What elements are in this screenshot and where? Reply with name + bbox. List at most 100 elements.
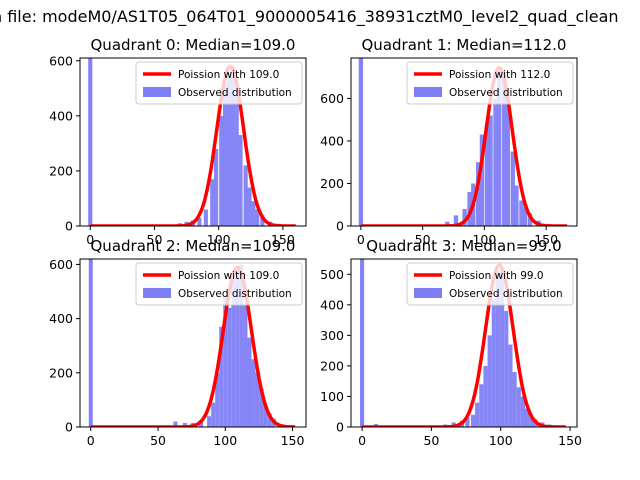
histogram-bar	[251, 201, 256, 226]
legend: Poission with 99.0 Observed distribution	[406, 262, 574, 306]
histogram-bar	[467, 191, 472, 226]
histogram-bar	[203, 209, 208, 226]
legend: Poission with 109.0 Observed distribution	[135, 61, 303, 105]
legend-bar-swatch	[414, 288, 442, 298]
legend-box	[406, 61, 574, 105]
histogram-bar	[251, 359, 256, 427]
y-tick-label: 0	[336, 219, 344, 234]
histogram-bar	[255, 372, 260, 427]
histogram-bar	[514, 185, 519, 226]
legend-label: Poission with 99.0	[449, 270, 544, 282]
histogram-bar	[510, 151, 515, 226]
x-tick-label: 150	[281, 433, 305, 448]
legend-bar-swatch	[143, 87, 171, 97]
x-tick-label: 100	[213, 433, 237, 448]
histogram-bar	[520, 396, 526, 427]
poisson-curve	[361, 263, 567, 427]
x-tick-label: 0	[86, 232, 94, 247]
histogram-bar	[527, 213, 533, 226]
y-tick-label: 200	[49, 163, 73, 178]
y-tick-label: 500	[320, 267, 344, 282]
histogram-bar	[470, 414, 476, 427]
x-tick-label: 0	[358, 433, 366, 448]
plot-area	[88, 58, 297, 226]
y-tick-label: 400	[49, 108, 73, 123]
legend-bar-swatch	[414, 87, 442, 97]
chart-panel-0: 0 50 100 150 0 200 400 600 Quadrant 0: Median=10…	[49, 36, 307, 247]
histogram-bar	[223, 296, 228, 427]
legend-label: Observed distribution	[178, 87, 292, 99]
axes-frame	[350, 258, 578, 428]
axes-frame	[79, 258, 307, 428]
histogram-bar	[260, 214, 265, 226]
x-tick-label: 100	[472, 232, 496, 247]
x-tick-label: 50	[415, 232, 431, 247]
histogram-bar	[197, 217, 202, 226]
chart-title: Quadrant 0: Median=109.0	[91, 36, 296, 54]
plot-area	[360, 259, 567, 427]
histogram-bar	[493, 98, 498, 226]
histogram-bar	[238, 135, 243, 226]
histogram-bar	[247, 187, 252, 226]
plot-area	[358, 58, 568, 226]
histogram-bar	[214, 148, 219, 226]
histogram-bar	[239, 264, 244, 427]
histogram-bar	[462, 208, 467, 226]
chart-title: Quadrant 3: Median=99.0	[366, 237, 561, 255]
poisson-curve	[360, 65, 568, 226]
histogram-bar	[267, 413, 272, 427]
y-tick-label: 600	[320, 91, 344, 106]
chart-title: Quadrant 1: Median=112.0	[362, 36, 567, 54]
histogram-bar	[453, 215, 459, 226]
x-tick-label: 50	[150, 433, 166, 448]
histogram-bar	[243, 305, 248, 427]
x-tick-label: 50	[423, 433, 439, 448]
x-tick-label: 150	[558, 433, 582, 448]
poisson-curve	[90, 265, 296, 427]
histogram-bar	[487, 335, 492, 427]
y-tick-label: 400	[320, 297, 344, 312]
histogram-bar	[508, 344, 513, 427]
histogram-bar	[519, 200, 524, 226]
histogram-bar	[247, 337, 252, 427]
x-tick-label: 0	[357, 232, 365, 247]
y-tick-label: 0	[65, 420, 73, 435]
histogram-bar	[476, 162, 481, 226]
histogram-bar	[207, 416, 212, 427]
y-tick-label: 200	[320, 176, 344, 191]
histogram-bar	[211, 402, 216, 427]
histogram-bar	[500, 268, 505, 427]
y-tick-label: 200	[49, 365, 73, 380]
histogram-bar	[475, 402, 480, 427]
figure-title: n file: modeM0/AS1T05_064T01_9000005416_…	[0, 0, 640, 30]
y-tick-label: 600	[49, 257, 73, 272]
histogram-bar	[465, 417, 470, 427]
legend-label: Poission with 109.0	[178, 69, 279, 81]
histogram-bar	[525, 408, 530, 427]
legend-box	[135, 262, 303, 306]
histogram-bar	[504, 310, 509, 427]
histogram-bar	[505, 100, 511, 226]
histogram-bar	[495, 271, 501, 427]
histogram-bar	[491, 298, 496, 427]
histogram-bar	[182, 422, 187, 427]
x-tick-label: 150	[271, 232, 295, 247]
legend-label: Observed distribution	[178, 288, 292, 300]
histogram-bar	[479, 384, 484, 427]
histogram-bar	[210, 179, 215, 226]
chart-panel-2: 0 50 100 150 0 200 400 600 Quadrant 2: Median=10…	[49, 237, 307, 448]
y-tick-label: 100	[320, 389, 344, 404]
y-tick-label: 0	[65, 219, 73, 234]
x-tick-label: 50	[147, 232, 163, 247]
legend: Poission with 112.0 Observed distribution	[406, 61, 574, 105]
histogram-bar	[259, 389, 264, 427]
y-tick-label: 200	[320, 358, 344, 373]
legend-box	[406, 262, 574, 306]
legend-label: Observed distribution	[449, 87, 563, 99]
histogram-bar	[501, 72, 507, 226]
x-tick-label: 100	[489, 433, 513, 448]
histogram-bar	[512, 372, 517, 427]
histogram-bar	[445, 221, 450, 226]
histogram-bar	[522, 206, 528, 226]
